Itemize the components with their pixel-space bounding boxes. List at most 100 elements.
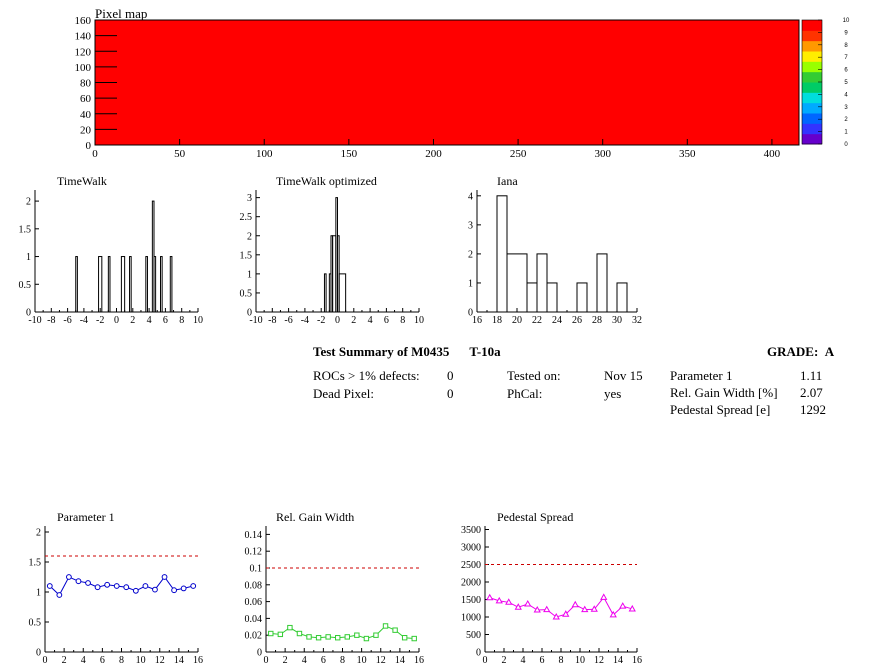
chart-2-bin — [338, 273, 347, 313]
chart-5-x-tick-label: 14 — [395, 655, 405, 666]
chart-5-point — [325, 634, 331, 640]
chart-4-x-tick-label: 4 — [81, 655, 86, 666]
chart-3-y-tick-label: 2 — [468, 249, 473, 260]
palette-label: 5 — [844, 80, 848, 86]
chart-5-point — [306, 634, 312, 640]
chart-4-point — [75, 578, 82, 585]
chart-1-bin — [160, 256, 163, 313]
chart-4-point — [66, 574, 72, 580]
chart-4-y-tick-label: 2 — [36, 528, 41, 539]
chart-3-y-tick-label: 1 — [468, 278, 473, 289]
chart-6-x-tick-label: 4 — [521, 655, 526, 666]
chart-2-x-tick-label: 4 — [368, 315, 373, 326]
summary-value-pedestal: 1292 — [800, 402, 826, 417]
summary-value-tested: Nov 15 — [604, 368, 643, 383]
chart-5-y-tick-label: 0.14 — [245, 530, 263, 541]
grade-label: GRADE: — [767, 344, 819, 359]
chart-3-y-tick-label: 0 — [468, 308, 473, 319]
chart-4-x-tick-label: 2 — [62, 655, 67, 666]
chart-3-x-tick-label: 28 — [592, 315, 602, 326]
chart-5-point — [277, 631, 284, 638]
pixel-map-y-tick-label: 80 — [80, 78, 92, 90]
chart-1-bin — [75, 256, 78, 313]
chart-0-title: Pixel map — [95, 6, 147, 21]
chart-3-x-tick-label: 32 — [632, 315, 642, 326]
palette-swatch — [802, 133, 822, 145]
chart-6-point — [581, 605, 589, 613]
chart-5-x-tick-label: 4 — [302, 655, 307, 666]
pixel-map-x-tick-label: 100 — [256, 148, 273, 160]
pixel-map-y-tick-label: 0 — [86, 140, 92, 152]
chart-6-point — [590, 605, 598, 612]
pixel-map-x-tick-label: 250 — [510, 148, 527, 160]
chart-4-point — [46, 583, 53, 589]
chart-4-x-tick-label: 0 — [43, 655, 48, 666]
chart-2-x-tick-label: 6 — [384, 315, 389, 326]
chart-6-y-tick-label: 500 — [466, 630, 481, 641]
chart-4-point — [85, 580, 91, 586]
chart-2-x-tick-label: 10 — [414, 315, 424, 326]
palette-swatch — [802, 113, 822, 124]
chart-2-x-tick-label: -10 — [249, 315, 262, 326]
summary-value-phcal: yes — [604, 386, 622, 401]
pixel-map-x-tick-label: 0 — [92, 148, 98, 160]
chart-1-y-tick-label: 0.5 — [19, 280, 32, 291]
palette-label: 0 — [844, 142, 848, 148]
chart-3-bin — [616, 282, 628, 313]
chart-2-x-tick-label: -2 — [317, 315, 325, 326]
chart-3-bin — [506, 253, 528, 313]
chart-5-y-tick-label: 0.1 — [250, 564, 263, 575]
chart-3-x-tick-label: 16 — [472, 315, 482, 326]
chart-6-point — [600, 593, 608, 600]
chart-6-point — [619, 602, 627, 609]
chart-5-point — [344, 634, 350, 640]
chart-6-point — [543, 605, 551, 613]
chart-6-point — [562, 610, 570, 617]
chart-1-bin — [107, 256, 111, 313]
summary-value-gainwidth: 2.07 — [800, 385, 823, 400]
summary-row-gainwidth: Rel. Gain Width [%] — [670, 385, 778, 400]
chart-5-x-tick-label: 0 — [264, 655, 269, 666]
chart-6-point — [609, 610, 617, 618]
pixel-map-x-tick-label: 200 — [425, 148, 442, 160]
chart-5-y-tick-label: 0.02 — [245, 631, 263, 642]
summary-row-tested: Tested on: — [507, 368, 561, 383]
chart-1-x-tick-label: -10 — [28, 315, 41, 326]
chart-2-y-tick-label: 3 — [247, 193, 252, 204]
chart-1-x-tick-label: 10 — [193, 315, 203, 326]
chart-6-point — [533, 605, 541, 613]
chart-3-y-tick-label: 4 — [468, 191, 473, 202]
chart-2-x-tick-label: 0 — [335, 315, 340, 326]
palette-swatch — [802, 40, 822, 52]
chart-3-y-tick-label: 3 — [468, 220, 473, 231]
chart-5-x-tick-label: 2 — [283, 655, 288, 666]
summary-title: Test Summary of M0435 T-10a — [313, 344, 501, 359]
chart-5-point — [401, 635, 408, 641]
palette-swatch — [802, 71, 822, 83]
palette-swatch — [802, 102, 822, 114]
chart-2-y-tick-label: 0.5 — [240, 288, 253, 299]
chart-6-y-tick-label: 1000 — [461, 613, 481, 624]
chart-1-x-tick-label: -8 — [47, 315, 55, 326]
chart-4-x-tick-label: 10 — [136, 655, 146, 666]
chart-6-point — [495, 596, 503, 604]
chart-5-title: Rel. Gain Width — [276, 510, 354, 524]
chart-5-point — [315, 635, 322, 641]
chart-2-y-tick-label: 2 — [247, 231, 252, 242]
palette-label: 4 — [844, 92, 848, 98]
pixel-map-y-tick-label: 160 — [75, 15, 92, 27]
chart-6-x-tick-label: 2 — [502, 655, 507, 666]
chart-3-x-tick-label: 18 — [492, 315, 502, 326]
chart-3-bin — [496, 195, 508, 313]
chart-4-x-tick-label: 14 — [174, 655, 184, 666]
chart-1-bin — [98, 256, 103, 313]
chart-4-point — [56, 592, 63, 598]
chart-5-y-tick-label: 0.08 — [245, 580, 263, 591]
chart-3-bin — [526, 282, 538, 313]
chart-6-point — [628, 604, 636, 612]
chart-6-x-tick-label: 6 — [540, 655, 545, 666]
chart-2-x-tick-label: -8 — [268, 315, 276, 326]
chart-5-x-tick-label: 16 — [414, 655, 424, 666]
pixel-map-y-tick-label: 20 — [80, 124, 92, 136]
palette-label: 3 — [844, 105, 848, 111]
